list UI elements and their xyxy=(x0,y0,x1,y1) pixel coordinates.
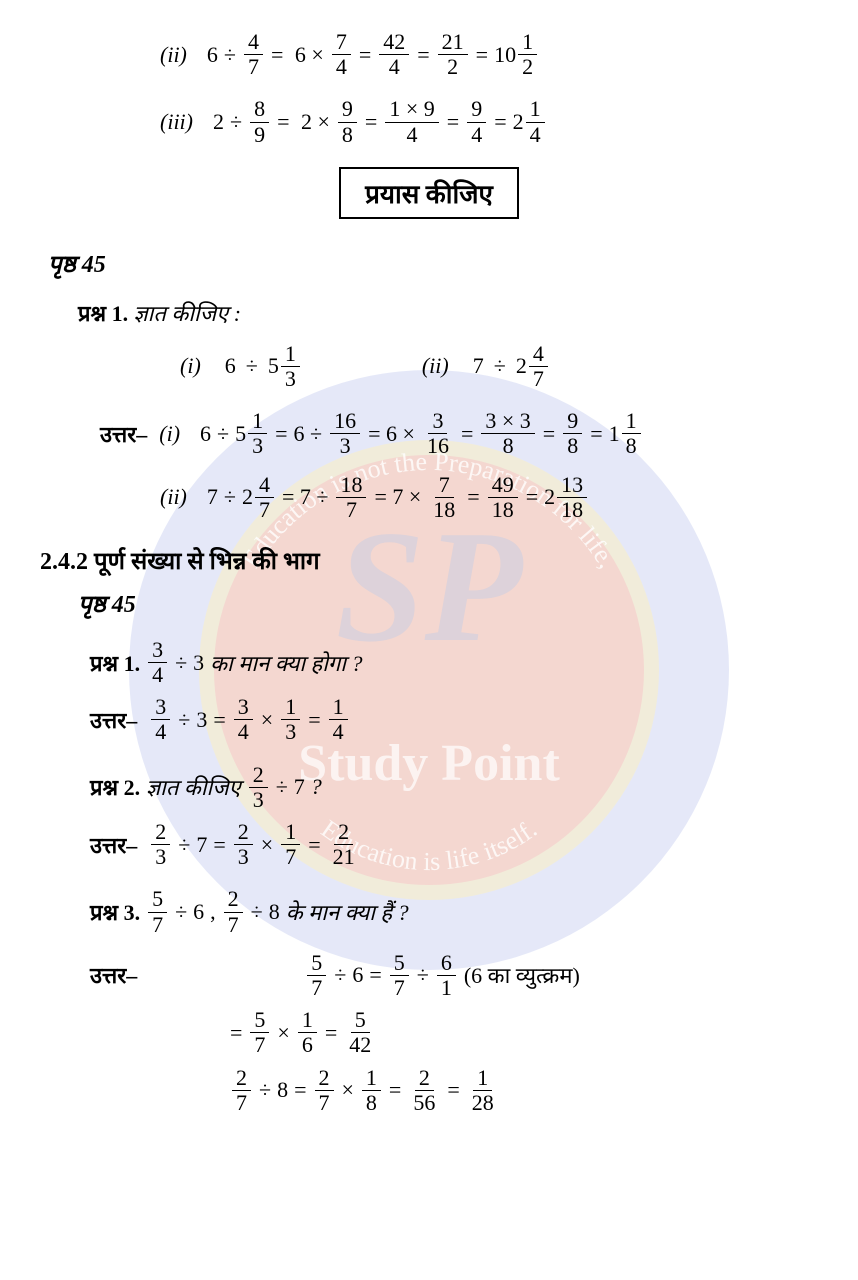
label-ii: (ii) xyxy=(160,42,187,68)
try-heading: प्रयास कीजिए xyxy=(339,167,519,219)
page-ref-2: पृष्ठ 45 xyxy=(78,587,818,620)
q1-answer-ii: (ii) 7÷ 247 = 7 ÷187 = 7 ×718 =4918 =213… xyxy=(160,473,818,522)
sec2-a2: उत्तर– 23 ÷7 = 23 × 17 = 221 xyxy=(90,820,818,869)
page-ref-1: पृष्ठ 45 xyxy=(48,247,818,280)
sec2-a3-line1: उत्तर– 57 ÷6 = 57 ÷ 61 (6 का व्युत्क्रम) xyxy=(90,951,818,1000)
example-iii: (iii) 2 ÷ 89 = 2 × 98 = 1 × 94 = 94 = 21… xyxy=(160,97,818,146)
sec2-a3-line3: 27 ÷8 = 27 × 18 = 256 = 128 xyxy=(230,1066,818,1115)
sec2-q1: प्रश्न 1. 34 ÷3 का मान क्या होगा ? xyxy=(90,638,818,687)
sec2-a3-line2: = 57 × 16 = 542 xyxy=(230,1008,818,1057)
section-242: 2.4.2 पूर्ण संख्या से भिन्न की भाग xyxy=(40,544,818,577)
page-content: (ii) 6 ÷ 47 = 6 × 74 = 424 = 212 = 1012 … xyxy=(40,30,818,1115)
q1-parts: (i) 6÷ 513 (ii) 7÷ 247 xyxy=(180,342,818,391)
sec2-q3: प्रश्न 3. 57 ÷6, 27 ÷8 के मान क्या हैं ? xyxy=(90,887,818,936)
sec2-a1: उत्तर– 34 ÷3 = 34 × 13 = 14 xyxy=(90,695,818,744)
sec2-q2: प्रश्न 2. ज्ञात कीजिए 23 ÷7 ? xyxy=(90,763,818,812)
example-ii: (ii) 6 ÷ 47 = 6 × 74 = 424 = 212 = 1012 xyxy=(160,30,818,79)
label-iii: (iii) xyxy=(160,109,193,135)
question-1: प्रश्न 1. ज्ञात कीजिए : xyxy=(78,298,818,328)
q1-answer-i: उत्तर– (i) 6÷ 513 = 6 ÷163 = 6 ×316 =3 ×… xyxy=(100,409,818,458)
